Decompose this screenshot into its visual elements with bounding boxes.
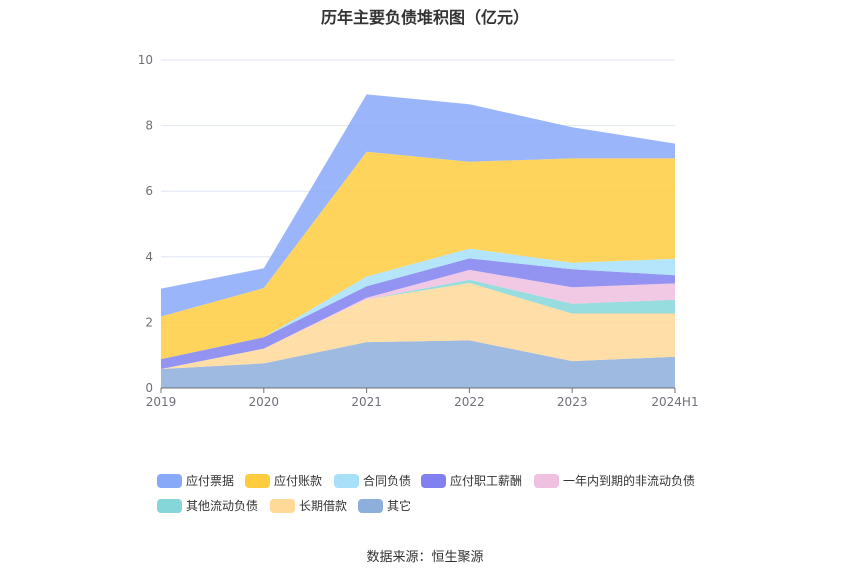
- y-tick-label: 8: [145, 119, 153, 133]
- x-tick-label: 2019: [146, 395, 177, 409]
- legend-item[interactable]: 应付职工薪酬: [421, 473, 522, 488]
- legend-swatch: [157, 499, 182, 513]
- area-series-1: [161, 283, 675, 369]
- area-series-3: [161, 269, 675, 369]
- y-tick-label: 6: [145, 184, 153, 198]
- legend-swatch: [358, 499, 383, 513]
- y-tick-label: 4: [145, 250, 153, 264]
- legend-swatch: [157, 474, 182, 488]
- legend-item[interactable]: 长期借款: [270, 499, 347, 513]
- area-series-2: [161, 279, 675, 369]
- legend-item[interactable]: 其他流动负债: [157, 499, 258, 513]
- data-source-note: 数据来源：恒生聚源: [366, 550, 484, 565]
- legend-swatch: [421, 474, 446, 488]
- legend-item[interactable]: 合同负债: [334, 473, 411, 488]
- legend-item[interactable]: 其它: [358, 498, 411, 513]
- y-tick-label: 10: [138, 53, 153, 67]
- axes: 0 2 4 6 8 10 2019 2020 2021 2022 2023 2024H1: [138, 53, 699, 409]
- x-tick-label: 2021: [351, 395, 382, 409]
- legend-label: 其它: [387, 498, 411, 513]
- legend-swatch: [245, 474, 270, 488]
- legend-label: 一年内到期的非流动负债: [563, 473, 695, 488]
- area-series: [161, 94, 675, 388]
- area-series-4: [161, 258, 675, 369]
- legend-swatch: [270, 499, 295, 513]
- area-series-7: [161, 94, 675, 317]
- legend-label: 合同负债: [363, 473, 411, 488]
- legend-label: 应付职工薪酬: [450, 473, 522, 488]
- x-tick-label: 2023: [557, 395, 588, 409]
- area-series-0: [161, 340, 675, 388]
- area-series-6: [161, 151, 675, 360]
- legend-item[interactable]: 应付票据: [157, 473, 234, 488]
- area-series-5: [161, 248, 675, 360]
- legend-swatch: [334, 474, 359, 488]
- legend-swatch: [534, 474, 559, 488]
- y-tick-label: 0: [145, 381, 153, 395]
- x-tick-label: 2024H1: [651, 395, 698, 409]
- legend-label: 其他流动负债: [186, 499, 258, 513]
- y-tick-label: 2: [145, 315, 153, 329]
- chart-title: 历年主要负债堆积图（亿元）: [320, 8, 529, 27]
- legend-label: 长期借款: [299, 499, 347, 513]
- x-tick-label: 2020: [249, 395, 280, 409]
- legend-label: 应付票据: [186, 473, 234, 488]
- legend-label: 应付账款: [274, 473, 322, 488]
- legend-item[interactable]: 应付账款: [245, 473, 322, 488]
- legend-item[interactable]: 一年内到期的非流动负债: [534, 473, 695, 488]
- x-tick-label: 2022: [454, 395, 485, 409]
